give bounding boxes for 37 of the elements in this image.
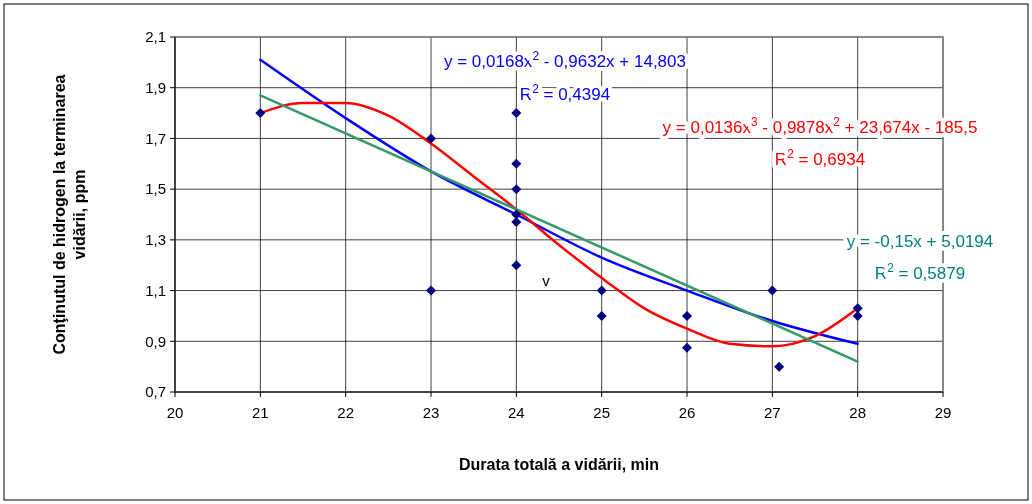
y-tick-label: 2,1 <box>145 28 166 46</box>
x-axis-title: Durata totală a vidării, min <box>458 456 660 473</box>
point <box>596 310 607 321</box>
y-tick-label: 1,9 <box>145 78 166 96</box>
point <box>511 184 522 195</box>
y-tick-label: 0,9 <box>145 332 166 350</box>
point <box>511 217 522 228</box>
x-tick-label: 20 <box>166 404 184 421</box>
point <box>767 285 778 296</box>
x-tick-label: 25 <box>593 404 611 421</box>
y-tick-label: 0,7 <box>145 383 166 401</box>
y-axis-title: Conţinutul de hidrogen la terminarea vidării, ppm <box>51 74 88 355</box>
x-tick-label: 24 <box>507 404 525 421</box>
point <box>511 158 522 169</box>
point <box>852 303 863 314</box>
point <box>511 108 522 119</box>
y-tick-label: 1,5 <box>145 180 166 198</box>
point <box>511 260 522 271</box>
y-tick-label: 1,3 <box>145 231 166 249</box>
x-tick-label: 29 <box>934 404 952 421</box>
y-tick-label: 1,7 <box>145 129 166 147</box>
point <box>682 310 692 321</box>
x-tick-label: 22 <box>337 404 355 421</box>
x-tick-label: 26 <box>678 404 696 421</box>
x-tick-label: 28 <box>849 404 867 421</box>
annotation: v <box>542 272 551 289</box>
x-tick-label: 27 <box>763 404 781 421</box>
point <box>255 108 266 119</box>
point <box>774 361 785 372</box>
annotation: y = -0,15x + 5,0194 <box>846 232 994 251</box>
y-tick-label: 1,1 <box>145 281 166 299</box>
point <box>682 342 692 353</box>
point <box>426 285 436 296</box>
x-tick-label: 23 <box>422 404 440 421</box>
point <box>596 285 607 296</box>
point <box>426 133 436 144</box>
x-tick-label: 21 <box>251 404 269 421</box>
